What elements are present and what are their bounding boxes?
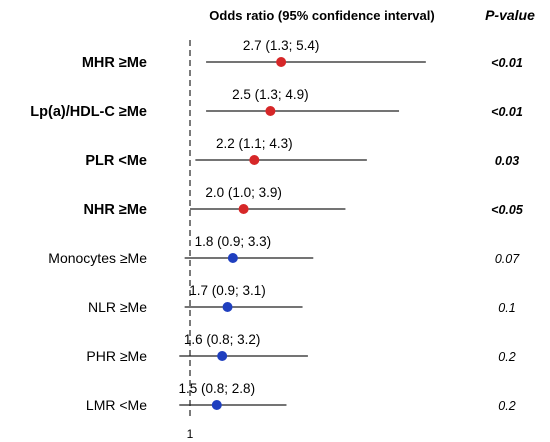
- forest-row: PHR ≥Me 1.6 (0.8; 3.2) 0.2: [86, 332, 515, 364]
- p-value: <0.01: [491, 105, 523, 119]
- estimate-label: 1.8 (0.9; 3.3): [195, 234, 272, 249]
- odds-ratio-point: [249, 155, 260, 165]
- p-value-header: P-value: [485, 7, 535, 23]
- forest-row: PLR <Me 2.2 (1.1; 4.3) 0.03: [85, 136, 519, 169]
- forest-row: Lp(a)/HDL-C ≥Me 2.5 (1.3; 4.9) <0.01: [30, 87, 523, 120]
- p-value: 0.2: [498, 399, 515, 413]
- odds-ratio-point: [222, 302, 233, 312]
- row-label: LMR <Me: [86, 397, 147, 413]
- estimate-label: 1.7 (0.9; 3.1): [189, 283, 266, 298]
- p-value: 0.1: [498, 301, 515, 315]
- odds-ratio-header: Odds ratio (95% confidence interval): [209, 8, 434, 23]
- forest-row: NLR ≥Me 1.7 (0.9; 3.1) 0.1: [88, 283, 516, 315]
- odds-ratio-point: [238, 204, 249, 214]
- forest-row: NHR ≥Me 2.0 (1.0; 3.9) <0.05: [83, 185, 523, 218]
- forest-row: MHR ≥Me 2.7 (1.3; 5.4) <0.01: [82, 38, 523, 71]
- row-label: NLR ≥Me: [88, 299, 147, 315]
- row-label: PHR ≥Me: [86, 348, 147, 364]
- estimate-label: 2.0 (1.0; 3.9): [205, 185, 282, 200]
- odds-ratio-point: [217, 351, 228, 361]
- reference-tick-label: 1: [187, 427, 194, 441]
- p-value: 0.2: [498, 350, 515, 364]
- forest-row: Monocytes ≥Me 1.8 (0.9; 3.3) 0.07: [48, 234, 520, 266]
- estimate-label: 1.5 (0.8; 2.8): [179, 381, 256, 396]
- row-label: Monocytes ≥Me: [48, 250, 147, 266]
- p-value: <0.01: [491, 56, 523, 70]
- forest-row: LMR <Me 1.5 (0.8; 2.8) 0.2: [86, 381, 516, 413]
- p-value: 0.07: [495, 252, 520, 266]
- p-value: <0.05: [491, 203, 524, 217]
- estimate-label: 1.6 (0.8; 3.2): [184, 332, 261, 347]
- odds-ratio-point: [227, 253, 238, 263]
- p-value: 0.03: [495, 154, 519, 168]
- odds-ratio-point: [276, 57, 287, 67]
- estimate-label: 2.5 (1.3; 4.9): [232, 87, 309, 102]
- row-label: NHR ≥Me: [83, 202, 147, 218]
- row-label: Lp(a)/HDL-C ≥Me: [30, 104, 147, 120]
- row-label: MHR ≥Me: [82, 55, 147, 71]
- odds-ratio-point: [265, 106, 276, 116]
- row-label: PLR <Me: [85, 153, 147, 169]
- odds-ratio-point: [211, 400, 222, 410]
- estimate-label: 2.7 (1.3; 5.4): [243, 38, 320, 53]
- estimate-label: 2.2 (1.1; 4.3): [216, 136, 293, 151]
